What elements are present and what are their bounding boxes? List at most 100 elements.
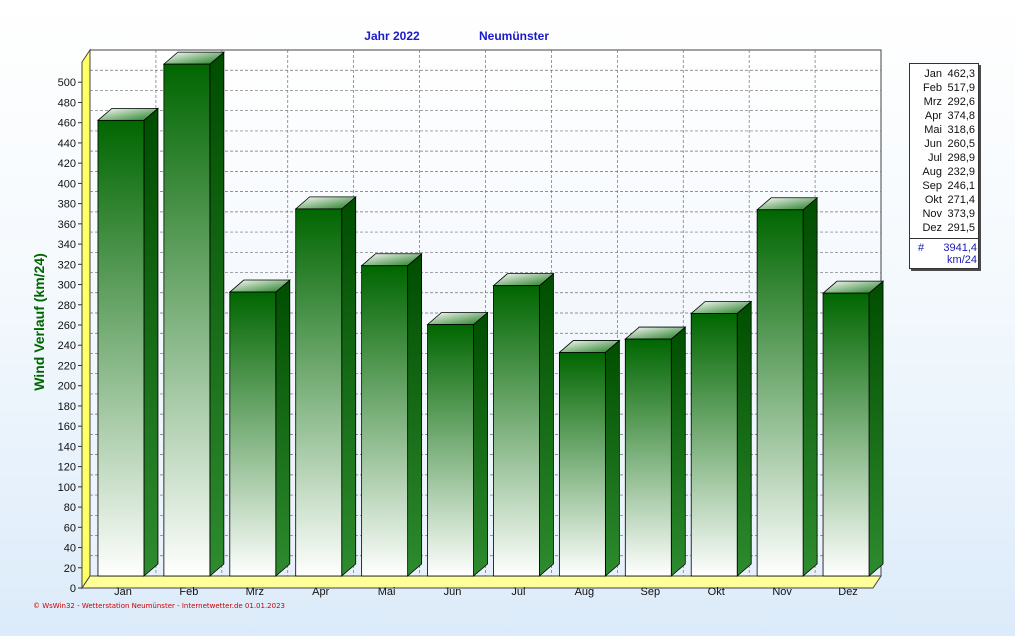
side-wall: [81, 48, 91, 590]
legend-divider: [910, 238, 978, 239]
legend-value: 517,9: [947, 82, 975, 94]
y-tick-label: 480: [58, 97, 76, 109]
legend-month: Apr: [924, 110, 942, 122]
footer-credit: © WsWin32 - Wetterstation Neumünster - I…: [33, 602, 285, 610]
y-tick-label: 240: [58, 340, 76, 352]
legend-month: Dez: [922, 222, 942, 234]
x-tick-label: Jul: [511, 586, 525, 598]
y-axis-ticks: 0 20 40 60 80 100 120 140 160 180 200 220 240 260 280 3…: [58, 77, 82, 595]
y-tick-label: 80: [64, 502, 76, 514]
bar-apr: [294, 196, 357, 577]
x-tick-label: Dez: [838, 586, 858, 598]
legend-month: Aug: [922, 166, 942, 178]
legend-value: 260,5: [947, 138, 975, 150]
x-tick-label: Jan: [114, 586, 132, 598]
y-tick-label: 460: [58, 118, 76, 130]
x-tick-label: Nov: [772, 586, 792, 598]
bar-front: [493, 285, 540, 577]
legend-row: Apr 374,8: [910, 109, 976, 123]
legend-row: Jul 298,9: [910, 151, 976, 165]
y-axis-label: Wind Verlauf (km/24): [31, 253, 47, 391]
bar-dez: [821, 280, 885, 577]
chart-title-year: Jahr 2022: [364, 29, 420, 43]
bar-mai: [360, 252, 423, 577]
y-tick-label: 160: [58, 421, 76, 433]
y-tick-label: 40: [64, 543, 76, 555]
bar-feb: [162, 51, 225, 577]
x-tick-label: Mrz: [246, 586, 264, 598]
x-tick-label: Jun: [444, 586, 462, 598]
bar-front: [624, 338, 672, 577]
floor: [81, 575, 882, 589]
x-tick-label: Sep: [641, 586, 661, 598]
legend-value: 292,6: [947, 96, 975, 108]
bar-side: [341, 196, 357, 577]
bar-side: [736, 300, 752, 577]
bar-front: [822, 292, 870, 577]
y-tick-label: 360: [58, 219, 76, 231]
legend-value: 246,1: [947, 180, 975, 192]
legend-value: 271,4: [947, 194, 975, 206]
y-tick-label: 380: [58, 199, 76, 211]
bar-side: [407, 252, 423, 577]
legend-value: 298,9: [947, 152, 975, 164]
legend-row: Okt 271,4: [910, 193, 976, 207]
legend-row: Mrz 292,6: [910, 95, 976, 109]
bar-jun: [426, 311, 489, 577]
legend-row: Jun 260,5: [910, 137, 976, 151]
legend-row: Mai 318,6: [910, 123, 976, 137]
bar-sep: [624, 326, 687, 577]
legend-total-symbol: #: [918, 242, 925, 254]
bar-front: [756, 209, 804, 577]
x-tick-label: Mai: [378, 586, 396, 598]
x-tick-label: Aug: [575, 586, 595, 598]
bar-front: [97, 119, 145, 577]
bar-aug: [558, 339, 621, 577]
bar-side: [802, 196, 818, 577]
value-legend: Jan 462,3 Feb 517,9 Mrz 292,6 Apr 374,8 Mai 318,6…: [909, 63, 979, 269]
y-tick-label: 320: [58, 259, 76, 271]
legend-unit: km/24: [947, 254, 977, 266]
x-axis-ticks: Jan Feb Mrz Apr Mai Jun Jul Aug Sep Okt Nov Dez: [114, 586, 858, 598]
legend-month: Jun: [924, 138, 942, 150]
y-tick-label: 420: [58, 158, 76, 170]
legend-month: Okt: [924, 194, 942, 206]
legend-row: Aug 232,9: [910, 165, 976, 179]
x-tick-label: Feb: [179, 586, 198, 598]
legend-value: 232,9: [947, 166, 975, 178]
legend-value: 374,8: [947, 110, 975, 122]
legend-month: Feb: [923, 82, 942, 94]
bar-front: [163, 63, 211, 577]
legend-month: Sep: [922, 180, 942, 192]
y-tick-label: 180: [58, 401, 76, 413]
legend-month: Mrz: [923, 96, 942, 108]
y-tick-label: 0: [70, 583, 76, 595]
bar-side: [868, 280, 884, 577]
bar-jul: [492, 272, 555, 577]
y-tick-label: 340: [58, 239, 76, 251]
bar-front: [558, 352, 606, 577]
bars: [96, 51, 885, 577]
legend-value: 373,9: [947, 208, 975, 220]
bar-side: [143, 107, 159, 577]
legend-month: Mai: [924, 124, 942, 136]
x-tick-label: Okt: [708, 586, 725, 598]
bar-front: [295, 208, 343, 577]
bar-mrz: [228, 279, 291, 577]
bar-front: [361, 265, 409, 577]
y-tick-label: 280: [58, 300, 76, 312]
legend-row: Sep 246,1: [910, 179, 976, 193]
y-tick-label: 20: [64, 563, 76, 575]
bar-nov: [756, 196, 819, 577]
y-tick-label: 100: [58, 482, 76, 494]
bar-side: [539, 272, 554, 577]
bar-okt: [690, 300, 753, 577]
bar-side: [473, 311, 488, 577]
bar-front: [690, 313, 738, 577]
y-tick-label: 400: [58, 178, 76, 190]
legend-month: Jul: [927, 152, 942, 164]
legend-total-value: 3941,4: [943, 242, 977, 254]
legend-month: Jan: [924, 68, 942, 80]
legend-value: 462,3: [947, 68, 975, 80]
